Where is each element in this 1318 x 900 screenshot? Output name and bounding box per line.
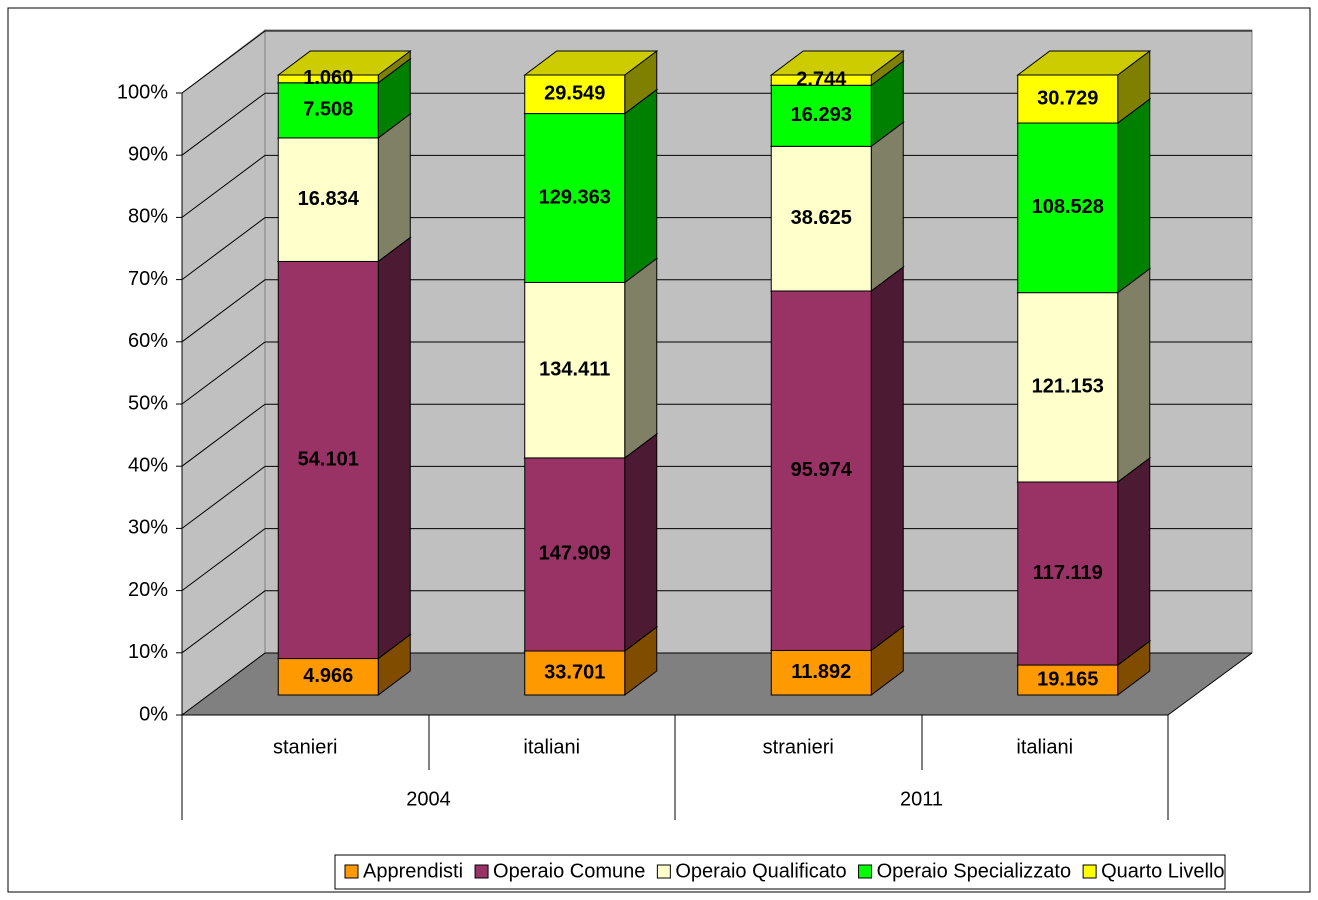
y-tick-label: 60% (128, 330, 168, 352)
data-label: 147.909 (539, 543, 611, 565)
bar-side (1117, 98, 1151, 294)
legend-swatch (656, 864, 671, 879)
x-tick-label: stranieri (763, 736, 834, 758)
bar (1017, 481, 1119, 666)
bar (277, 82, 379, 139)
bar (277, 74, 379, 84)
bar (1017, 664, 1119, 696)
y-tick-label: 50% (128, 392, 168, 414)
y-tick-label: 20% (128, 579, 168, 601)
data-label: 129.363 (539, 186, 611, 208)
bar (1017, 74, 1119, 124)
data-label: 11.892 (791, 661, 851, 683)
x-tick-label: stanieri (273, 736, 337, 758)
legend-label: Operaio Comune (493, 860, 645, 882)
data-label: 2.744 (796, 68, 847, 90)
data-label: 16.834 (298, 188, 360, 210)
bar-side (1117, 267, 1151, 483)
x-tick-label: italiani (523, 736, 580, 758)
grid (181, 30, 1252, 716)
bar (524, 281, 626, 459)
data-label: 19.165 (1037, 668, 1098, 690)
legend-swatch (474, 864, 489, 879)
y-tick-label: 90% (128, 143, 168, 165)
bar (1017, 122, 1119, 294)
data-label: 30.729 (1037, 87, 1098, 109)
legend-swatch (344, 864, 359, 879)
data-label: 38.625 (791, 207, 852, 229)
bar-side (624, 257, 658, 459)
floor-edge (1167, 652, 1253, 716)
floor (182, 653, 1252, 715)
data-label: 54.101 (298, 448, 359, 470)
bar (524, 113, 626, 283)
bar (770, 84, 872, 147)
data-label: 1.060 (303, 67, 353, 89)
grid-line (181, 154, 1252, 218)
grid-line (181, 279, 1252, 343)
grid-line (181, 528, 1252, 592)
data-label: 33.701 (544, 661, 605, 683)
legend-items: Apprendisti Operaio Comune Operaio Qualifi… (344, 860, 1225, 882)
legend-label: Operaio Specializzato (877, 860, 1072, 882)
legend-swatch (1082, 864, 1097, 879)
y-tick-label: 40% (128, 454, 168, 476)
legend-label: Apprendisti (363, 860, 463, 882)
y-tick-label: 70% (128, 268, 168, 290)
legend-label: Quarto Livello (1101, 860, 1224, 882)
bar (277, 260, 379, 660)
bar-side (1117, 456, 1151, 667)
group-label: 2011 (900, 788, 943, 810)
legend-swatch (858, 864, 873, 879)
bar-side (377, 112, 411, 263)
data-label: 117.119 (1033, 562, 1103, 584)
data-label: 7.508 (303, 99, 353, 121)
data-label: 16.293 (791, 104, 852, 126)
bar (1017, 292, 1119, 483)
bar-side (624, 432, 658, 653)
grid-line (181, 92, 1252, 156)
grid-line (181, 590, 1252, 654)
grid-line (181, 652, 1252, 716)
grid-line (181, 341, 1252, 405)
bar (770, 649, 872, 696)
y-tick-label: 10% (128, 641, 168, 663)
grid-line (181, 30, 1252, 94)
bar (524, 74, 626, 115)
bar (277, 658, 379, 696)
data-label: 108.528 (1032, 196, 1104, 218)
grid-line (181, 465, 1252, 529)
data-label: 121.153 (1032, 376, 1104, 398)
bars: 4.966 54.101 16.834 7.508 1.060 33.701 147.909… (276, 50, 1152, 696)
data-label: 95.974 (791, 459, 853, 481)
grid-line (181, 403, 1252, 467)
x-tick-label: italiani (1016, 736, 1073, 758)
bar (770, 74, 872, 86)
grid-line (181, 217, 1252, 281)
data-label: 29.549 (544, 83, 605, 105)
group-label: 2004 (406, 788, 451, 810)
bar (770, 290, 872, 651)
y-tick-label: 30% (128, 517, 168, 539)
bar-side (870, 121, 904, 292)
y-tick-label: 80% (128, 206, 168, 228)
y-tick-label: 0% (139, 703, 168, 725)
legend-label: Operaio Qualificato (675, 860, 846, 882)
data-label: 134.411 (539, 358, 610, 380)
data-label: 4.966 (303, 665, 353, 687)
bar (277, 137, 379, 262)
bar-side (624, 88, 658, 284)
bar-side (377, 236, 411, 660)
y-tick-label: 100% (117, 81, 168, 103)
bar-side (870, 265, 904, 652)
